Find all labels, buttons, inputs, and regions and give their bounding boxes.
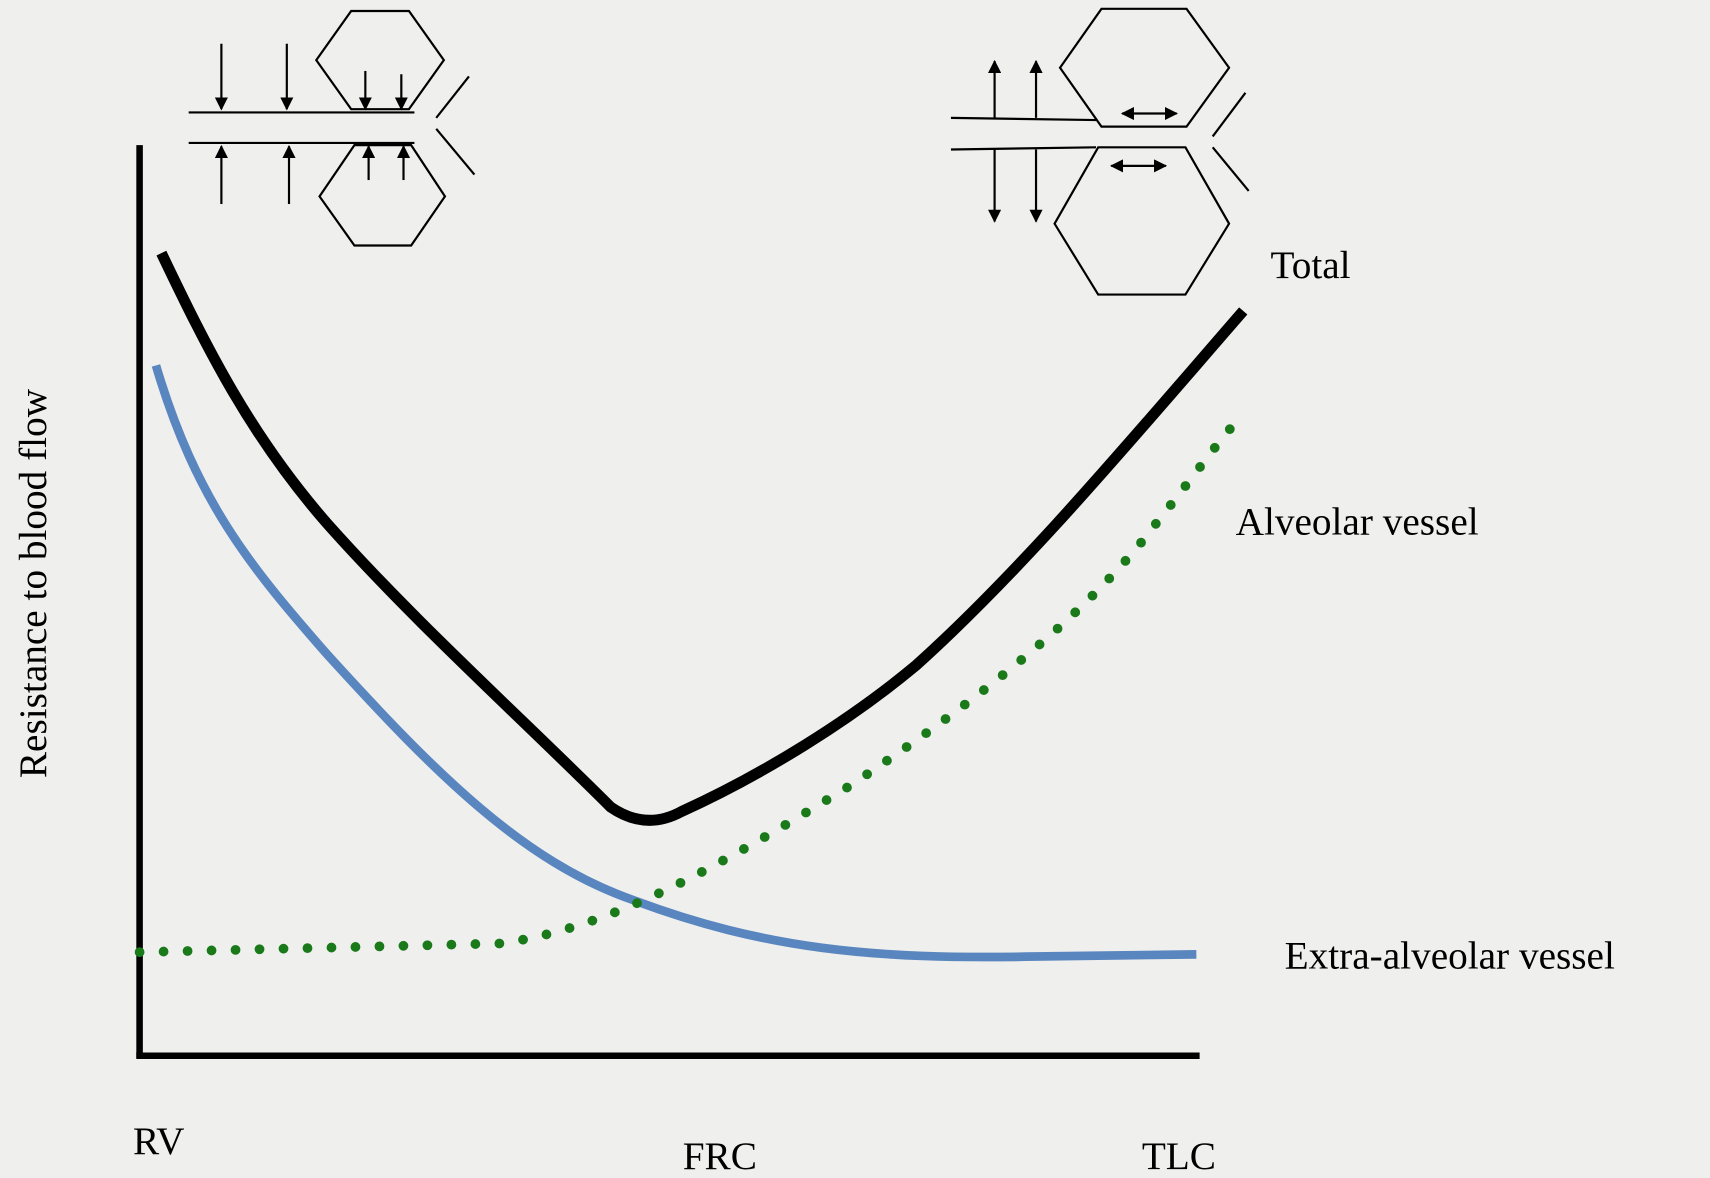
- extra-alveolar-label: Extra-alveolar vessel: [1285, 935, 1615, 978]
- page: Total Alveolar vessel Extra-alveolar ves…: [0, 0, 1710, 1178]
- alveolar-label: Alveolar vessel: [1236, 500, 1479, 543]
- total-label: Total: [1271, 244, 1351, 287]
- diagram: Total Alveolar vessel Extra-alveolar ves…: [0, 0, 1710, 1178]
- background: [0, 0, 1710, 1178]
- x-label: FRC: [683, 1135, 757, 1178]
- x-label: TLC: [1142, 1135, 1216, 1178]
- y-label: Resistance to blood flow: [12, 388, 55, 778]
- x-label: RV: [133, 1120, 184, 1163]
